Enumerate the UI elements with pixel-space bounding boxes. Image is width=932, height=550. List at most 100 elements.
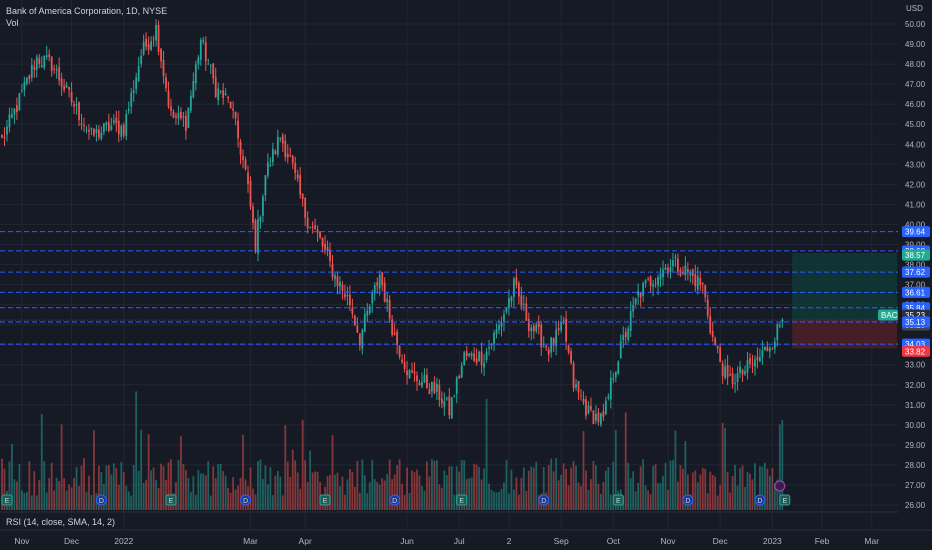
volume-bar <box>614 429 617 510</box>
volume-bar <box>649 494 652 510</box>
earnings-marker[interactable]: E <box>1 494 13 506</box>
volume-bar <box>565 468 567 510</box>
candle-body <box>597 412 600 422</box>
candle-body <box>172 111 175 118</box>
candle-body <box>212 63 215 79</box>
volume-bar <box>157 488 160 510</box>
volume-bar <box>724 427 727 510</box>
volume-bar <box>530 466 533 510</box>
earnings-marker[interactable]: E <box>319 494 331 506</box>
price-axis[interactable]: USD 50.00 49.00 48.00 47.00 46.00 45.00 44.00 43… <box>878 0 932 550</box>
candle-body <box>192 80 195 98</box>
volume-bar <box>592 460 595 510</box>
candle-body <box>540 324 543 348</box>
volume-label[interactable]: Vol <box>6 18 19 28</box>
symbol-tag[interactable] <box>878 309 898 321</box>
earnings-marker[interactable]: E <box>612 494 624 506</box>
dividend-marker[interactable]: D <box>240 494 252 506</box>
price-badge[interactable] <box>902 316 930 328</box>
dividend-icon[interactable] <box>389 494 401 506</box>
dividend-icon[interactable] <box>754 494 766 506</box>
candle-body <box>259 216 262 222</box>
horizontal-levels[interactable] <box>0 231 898 345</box>
price-badge[interactable] <box>902 249 930 261</box>
volume-bar <box>227 488 230 510</box>
volume-bar <box>595 465 597 510</box>
candle-body <box>157 24 160 52</box>
volume-bar <box>199 473 202 510</box>
earnings-icon[interactable] <box>612 494 624 506</box>
candle-body <box>152 38 155 40</box>
time-axis[interactable]: Nov Dec 2022 Mar Apr Jun Jul 2 Sep Oct Nov Dec 2023 F… <box>0 529 932 546</box>
volume-bar <box>286 461 289 510</box>
earnings-icon[interactable] <box>779 494 791 506</box>
volume-bar <box>234 489 237 510</box>
candle-body <box>513 278 515 298</box>
dividend-marker[interactable]: D <box>682 494 694 506</box>
volume-bar <box>642 459 645 510</box>
candle-body <box>724 366 727 378</box>
candle-body <box>68 86 70 90</box>
earnings-marker[interactable]: E <box>456 494 468 506</box>
candle-body <box>102 123 105 133</box>
rsi-indicator-label[interactable]: RSI (14, close, SMA, 14, 2) <box>6 517 116 527</box>
earnings-icon[interactable] <box>456 494 468 506</box>
volume-bar <box>167 462 170 510</box>
alert-bolt-icon[interactable] <box>774 480 786 492</box>
candle-body <box>262 196 264 216</box>
volume-bar <box>460 460 463 510</box>
volume-bar <box>30 495 33 510</box>
volume-bar <box>316 471 319 510</box>
candle-body <box>619 341 622 359</box>
volume-bar <box>644 485 647 510</box>
volume-bar <box>537 495 540 510</box>
candle-body <box>299 175 302 195</box>
candle-body <box>346 294 349 297</box>
dividend-marker[interactable]: D <box>95 494 107 506</box>
dividend-icon[interactable] <box>682 494 694 506</box>
volume-bar <box>127 491 130 510</box>
candle-body <box>229 101 232 109</box>
candle-body <box>617 361 620 374</box>
price-badge[interactable] <box>902 286 930 298</box>
time-tick-label: Apr <box>299 536 312 546</box>
candle-body <box>373 285 376 294</box>
earnings-marker[interactable]: E <box>165 494 177 506</box>
volume-bar <box>493 491 495 510</box>
dividend-marker[interactable]: D <box>389 494 401 506</box>
dividend-icon[interactable] <box>538 494 550 506</box>
candle-body <box>642 283 645 296</box>
volume-bar <box>403 494 406 510</box>
dividend-marker[interactable]: D <box>538 494 550 506</box>
candle-body <box>35 56 38 70</box>
dividend-icon[interactable] <box>240 494 252 506</box>
candle-body <box>309 227 312 229</box>
earnings-icon[interactable] <box>319 494 331 506</box>
candle-body <box>679 270 682 276</box>
candle-body <box>117 120 120 135</box>
price-tick-label: 49.00 <box>905 40 926 49</box>
price-badge[interactable] <box>902 226 930 238</box>
candle-body <box>177 112 180 120</box>
price-badge[interactable] <box>902 345 930 357</box>
dividend-icon[interactable] <box>95 494 107 506</box>
earnings-icon[interactable] <box>1 494 13 506</box>
candle-body <box>754 359 756 367</box>
candle-body <box>654 282 657 284</box>
candle-body <box>709 315 712 333</box>
symbol-title[interactable]: Bank of America Corporation, 1D, NYSE <box>6 6 168 16</box>
candle-body <box>761 350 764 358</box>
volume-bar <box>373 479 376 510</box>
volume-bar <box>458 471 461 510</box>
earnings-icon[interactable] <box>165 494 177 506</box>
candle-body <box>38 57 41 64</box>
volume-bar <box>443 470 446 510</box>
price-badge[interactable] <box>902 266 930 278</box>
dividend-marker[interactable]: D <box>754 494 766 506</box>
earnings-marker[interactable]: E <box>779 494 791 506</box>
candle-body <box>80 123 83 125</box>
volume-bar <box>28 461 31 510</box>
volume-bar <box>508 493 510 510</box>
